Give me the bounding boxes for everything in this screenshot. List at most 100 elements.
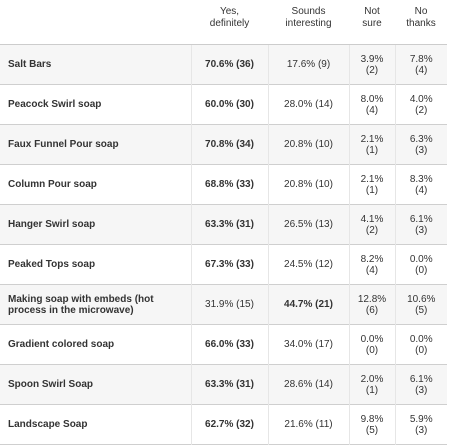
no-thanks-count: (3) [415,144,428,156]
cell-sounds-interesting: 26.5% (13) [267,204,349,245]
no-thanks-percent: 6.1% [409,373,433,385]
cell-sounds-interesting: 28.6% (14) [267,364,349,405]
cell-no-thanks: 5.9% (3) [394,404,447,445]
cell-sounds-interesting: 34.0% (17) [267,324,349,365]
cell-not-sure: 12.8% (6) [348,284,395,325]
cell-not-sure: 3.9% (2) [348,44,395,85]
header-not-sure: Not sure [349,0,395,45]
cell-yes-definitely: 31.9% (15) [190,284,268,325]
no-thanks-count: (3) [415,224,428,236]
cell-yes-definitely: 66.0% (33) [190,324,268,365]
not-sure-count: (4) [365,104,379,116]
cell-yes-definitely: 68.8% (33) [190,164,268,205]
cell-no-thanks: 0.0% (0) [394,244,447,285]
cell-sounds-interesting: 20.8% (10) [267,164,349,205]
cell-sounds-interesting: 24.5% (12) [267,244,349,285]
cell-yes-definitely: 70.8% (34) [190,124,268,165]
no-thanks-percent: 0.0% [409,253,433,265]
row-item-label: Peacock Swirl soap [0,84,191,125]
no-thanks-percent: 5.9% [409,413,433,425]
table-row: Spoon Swirl Soap 63.3% (31) 28.6% (14) 2.0%… [0,364,447,405]
cell-no-thanks: 8.3% (4) [394,164,447,205]
cell-no-thanks: 4.0% (2) [394,84,447,125]
no-thanks-count: (3) [415,384,428,396]
no-thanks-count: (3) [415,424,428,436]
row-item-label: Making soap with embeds (hot process in … [0,284,191,325]
header-no-thanks: No thanks [395,0,447,45]
not-sure-percent: 4.1% [360,213,384,225]
cell-sounds-interesting: 17.6% (9) [267,44,349,85]
row-item-label: Gradient colored soap [0,324,191,365]
not-sure-percent: 12.8% [357,293,387,305]
cell-not-sure: 8.2% (4) [348,244,395,285]
no-thanks-percent: 7.8% [409,53,433,65]
cell-sounds-interesting: 21.6% (11) [267,404,349,445]
not-sure-count: (1) [365,144,379,156]
no-thanks-count: (5) [415,304,428,316]
row-item-label: Spoon Swirl Soap [0,364,191,405]
cell-not-sure: 4.1% (2) [348,204,395,245]
not-sure-count: (5) [365,424,379,436]
not-sure-count: (1) [365,184,379,196]
row-item-label: Landscape Soap [0,404,191,445]
not-sure-count: (4) [365,264,379,276]
no-thanks-percent: 8.3% [409,173,433,185]
cell-sounds-interesting: 28.0% (14) [267,84,349,125]
header-row: Yes, definitely Sounds interesting Not s… [0,0,447,45]
table-row: Peacock Swirl soap 60.0% (30) 28.0% (14) 8.… [0,84,447,125]
cell-yes-definitely: 63.3% (31) [190,364,268,405]
header-yes-definitely: Yes, definitely [191,0,268,45]
cell-not-sure: 8.0% (4) [348,84,395,125]
not-sure-percent: 2.0% [360,373,384,385]
no-thanks-count: (4) [415,64,428,76]
table-row: Faux Funnel Pour soap 70.8% (34) 20.8% (10… [0,124,447,165]
not-sure-count: (2) [365,224,379,236]
cell-no-thanks: 6.3% (3) [394,124,447,165]
no-thanks-percent: 10.6% [407,293,436,305]
not-sure-percent: 0.0% [360,333,384,345]
header-item [0,0,191,45]
row-item-label: Hanger Swirl soap [0,204,191,245]
no-thanks-percent: 6.1% [409,213,433,225]
no-thanks-percent: 0.0% [409,333,433,345]
cell-sounds-interesting: 44.7% (21) [267,284,349,325]
cell-not-sure: 2.1% (1) [348,164,395,205]
cell-not-sure: 2.1% (1) [348,124,395,165]
table-header: Yes, definitely Sounds interesting Not s… [0,0,447,45]
not-sure-count: (1) [365,384,379,396]
cell-no-thanks: 6.1% (3) [394,364,447,405]
not-sure-percent: 2.1% [360,133,384,145]
no-thanks-percent: 4.0% [409,93,433,105]
cell-yes-definitely: 70.6% (36) [190,44,268,85]
cell-not-sure: 2.0% (1) [348,364,395,405]
cell-yes-definitely: 63.3% (31) [190,204,268,245]
cell-no-thanks: 6.1% (3) [394,204,447,245]
table-row: Making soap with embeds (hot process in … [0,284,447,325]
row-item-label: Salt Bars [0,44,191,85]
table-row: Gradient colored soap 66.0% (33) 34.0% (17… [0,324,447,365]
cell-not-sure: 9.8% (5) [348,404,395,445]
not-sure-count: (2) [365,64,379,76]
no-thanks-count: (0) [415,264,428,276]
cell-not-sure: 0.0% (0) [348,324,395,365]
cell-no-thanks: 10.6% (5) [394,284,447,325]
cell-yes-definitely: 60.0% (30) [190,84,268,125]
not-sure-percent: 2.1% [360,173,384,185]
table-body: Salt Bars 70.6% (36) 17.6% (9) 3.9% (2) 7.8%(… [0,44,447,445]
no-thanks-percent: 6.3% [409,133,433,145]
not-sure-percent: 8.2% [360,253,384,265]
table-row: Salt Bars 70.6% (36) 17.6% (9) 3.9% (2) 7.8%(… [0,44,447,85]
table-row: Peaked Tops soap 67.3% (33) 24.5% (12) 8.2%… [0,244,447,285]
row-item-label: Peaked Tops soap [0,244,191,285]
no-thanks-count: (2) [415,104,428,116]
cell-sounds-interesting: 20.8% (10) [267,124,349,165]
not-sure-count: (0) [365,344,379,356]
cell-yes-definitely: 62.7% (32) [190,404,268,445]
no-thanks-count: (4) [415,184,428,196]
table-row: Column Pour soap 68.8% (33) 20.8% (10) 2.1%… [0,164,447,205]
row-item-label: Faux Funnel Pour soap [0,124,191,165]
table-row: Hanger Swirl soap 63.3% (31) 26.5% (13) 4.1… [0,204,447,245]
not-sure-count: (6) [365,304,379,316]
row-item-label: Column Pour soap [0,164,191,205]
